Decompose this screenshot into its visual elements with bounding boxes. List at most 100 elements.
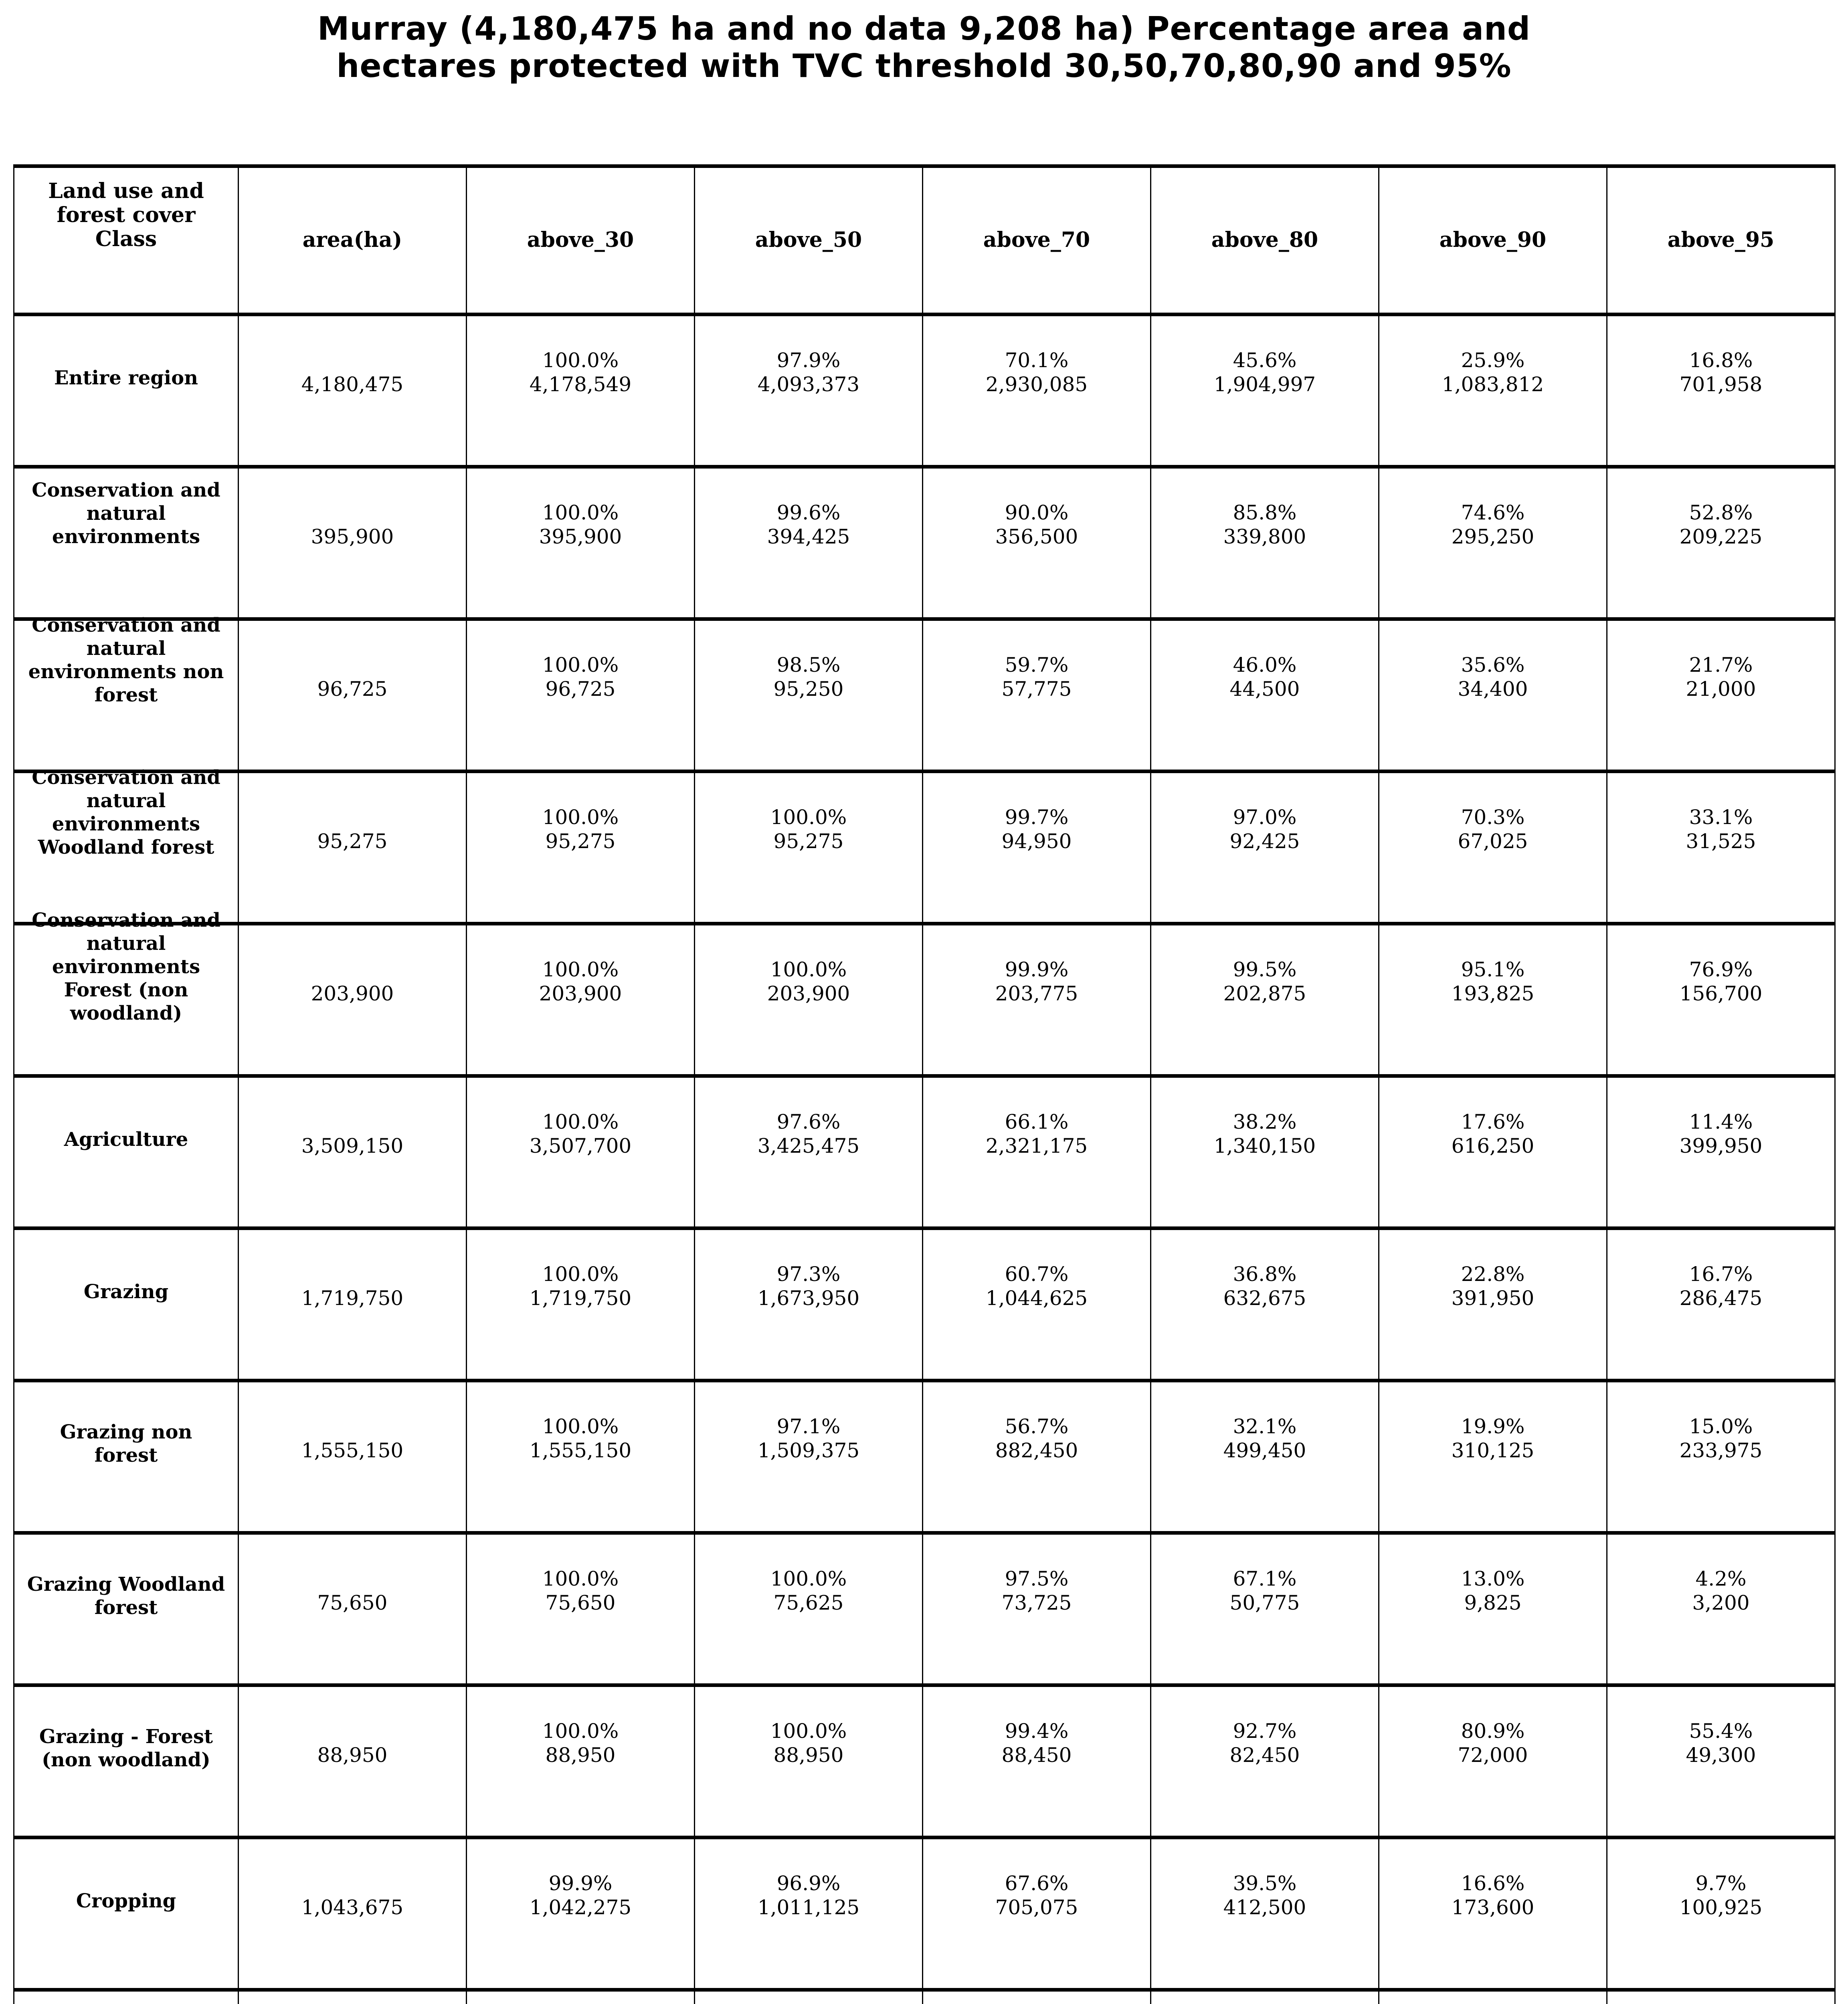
threshold-cell-t30: 100.0%745,275 xyxy=(466,1988,695,2004)
threshold-cell-t95: 16.8% 701,958 xyxy=(1606,313,1836,469)
percent-value: 33.1% xyxy=(1689,806,1753,829)
percent-value: 15.0% xyxy=(1689,1415,1753,1438)
area-cell: 203,900 xyxy=(238,922,467,1078)
percent-value: 100.0% xyxy=(542,806,619,829)
percent-value: 11.4% xyxy=(1689,1110,1753,1133)
hectares-value: 1,340,150 xyxy=(1213,1134,1316,1158)
hectares-value: 2,321,175 xyxy=(985,1134,1088,1158)
threshold-cell-t95: 33.1% 31,525 xyxy=(1606,770,1836,925)
threshold-cell-t70: 76.6%571,175 xyxy=(922,1988,1151,2004)
hectares-value: 31,525 xyxy=(1686,830,1756,853)
class-label: Grazing non forest xyxy=(60,1421,192,1467)
class-label-cell: Grazing Woodland forest xyxy=(13,1531,239,1687)
hectares-value: 88,450 xyxy=(1001,1743,1072,1767)
class-label: Grazing Woodland forest xyxy=(27,1573,225,1619)
percent-value: 99.6% xyxy=(776,501,841,524)
class-label: Grazing xyxy=(83,1281,169,1303)
percent-value: 67.1% xyxy=(1233,1567,1297,1590)
percent-value: 76.9% xyxy=(1689,958,1753,981)
threshold-cell-t80: 85.8% 339,800 xyxy=(1150,465,1379,621)
hectares-value: 632,675 xyxy=(1223,1287,1306,1310)
percent-value: 96.9% xyxy=(776,1872,841,1895)
threshold-cell-t30: 100.0% 395,900 xyxy=(466,465,695,621)
percent-value: 100.0% xyxy=(770,1567,847,1590)
hectares-value: 173,600 xyxy=(1451,1896,1535,1919)
hectares-value: 3,507,700 xyxy=(529,1134,632,1158)
hectares-value: 1,083,812 xyxy=(1442,373,1544,396)
percent-value: 52.8% xyxy=(1689,501,1753,524)
class-label-cell: Agriculture xyxy=(13,1074,239,1230)
threshold-cell-t80: 36.8% 632,675 xyxy=(1150,1226,1379,1382)
threshold-cell-t50: 97.3% 1,673,950 xyxy=(694,1226,923,1382)
threshold-cell-t70: 56.7% 882,450 xyxy=(922,1379,1151,1535)
threshold-cell-t70: 99.7% 94,950 xyxy=(922,770,1151,925)
hectares-value: 50,775 xyxy=(1229,1591,1300,1614)
percent-value: 45.6% xyxy=(1233,349,1297,372)
percent-value: 56.7% xyxy=(1005,1415,1069,1438)
table-row: Conservation and natural environments 395… xyxy=(13,465,1836,621)
threshold-cell-t80: 97.0% 92,425 xyxy=(1150,770,1379,925)
hectares-value: 193,825 xyxy=(1451,982,1535,1005)
class-label-cell: Conservation and natural environments Wo… xyxy=(13,766,239,925)
threshold-cell-t95: 76.9% 156,700 xyxy=(1606,922,1836,1078)
area-cell: 95,275 xyxy=(238,770,467,925)
percent-value: 97.3% xyxy=(776,1263,841,1286)
percent-value: 4.2% xyxy=(1695,1567,1747,1590)
threshold-cell-t95: 1.7%12,500 xyxy=(1606,1988,1836,2004)
hectares-value: 75,650 xyxy=(545,1591,616,1614)
threshold-cell-t30: 100.0% 95,275 xyxy=(466,770,695,925)
threshold-cell-t50: 97.1% 1,509,375 xyxy=(694,1379,923,1535)
threshold-cell-t90: 80.9% 72,000 xyxy=(1378,1683,1607,1839)
percent-value: 22.8% xyxy=(1461,1263,1525,1286)
threshold-cell-t50: 98.5% 95,250 xyxy=(694,617,923,773)
hectares-value: 67,025 xyxy=(1458,830,1528,853)
class-label: Conservation and natural environments Fo… xyxy=(32,909,220,1024)
percent-value: 99.5% xyxy=(1233,958,1297,981)
hectares-value: 72,000 xyxy=(1458,1743,1528,1767)
percent-value: 60.7% xyxy=(1005,1263,1069,1286)
percent-value: 55.4% xyxy=(1689,1719,1753,1743)
table-row: Irrigation745,325100.0%745,27599.3%740,0… xyxy=(13,1988,1836,2004)
area-value: 395,900 xyxy=(311,525,394,548)
area-cell: 96,725 xyxy=(238,617,467,773)
table-row: Agriculture 3,509,150 100.0% 3,507,700 97.6%… xyxy=(13,1074,1836,1230)
area-cell: 1,555,150 xyxy=(238,1379,467,1535)
threshold-cell-t90: 25.9% 1,083,812 xyxy=(1378,313,1607,469)
threshold-cell-t95: 9.7% 100,925 xyxy=(1606,1836,1836,1992)
hectares-value: 203,900 xyxy=(539,982,622,1005)
class-label: Grazing - Forest (non woodland) xyxy=(39,1725,213,1771)
area-cell: 1,719,750 xyxy=(238,1226,467,1382)
hectares-value: 3,425,475 xyxy=(757,1134,860,1158)
hectares-value: 4,093,373 xyxy=(757,373,860,396)
threshold-cell-t50: 97.9% 4,093,373 xyxy=(694,313,923,469)
hectares-value: 499,450 xyxy=(1223,1439,1306,1462)
threshold-cell-t50: 100.0% 203,900 xyxy=(694,922,923,1078)
threshold-cell-t70: 67.6% 705,075 xyxy=(922,1836,1151,1992)
percent-value: 90.0% xyxy=(1005,501,1069,524)
threshold-cell-t90: 19.9% 310,125 xyxy=(1378,1379,1607,1535)
percent-value: 100.0% xyxy=(542,653,619,677)
hectares-value: 701,958 xyxy=(1679,373,1763,396)
percent-value: 92.7% xyxy=(1233,1719,1297,1743)
threshold-cell-t80: 99.5% 202,875 xyxy=(1150,922,1379,1078)
percent-value: 59.7% xyxy=(1005,653,1069,677)
hectares-value: 82,450 xyxy=(1229,1743,1300,1767)
hectares-value: 96,725 xyxy=(545,677,616,701)
hectares-value: 1,044,625 xyxy=(985,1287,1088,1310)
hectares-value: 49,300 xyxy=(1686,1743,1756,1767)
hectares-value: 882,450 xyxy=(995,1439,1078,1462)
threshold-cell-t95: 16.7% 286,475 xyxy=(1606,1226,1836,1382)
percent-value: 67.6% xyxy=(1005,1872,1069,1895)
threshold-cell-t95: 15.0% 233,975 xyxy=(1606,1379,1836,1535)
percent-value: 98.5% xyxy=(776,653,841,677)
threshold-cell-t70: 60.7% 1,044,625 xyxy=(922,1226,1151,1382)
percent-value: 100.0% xyxy=(542,958,619,981)
hectares-value: 1,042,275 xyxy=(529,1896,632,1919)
hectares-value: 339,800 xyxy=(1223,525,1306,548)
percent-value: 70.3% xyxy=(1461,806,1525,829)
threshold-cell-t90: 70.3% 67,025 xyxy=(1378,770,1607,925)
column-header-label: above_50 xyxy=(755,228,862,252)
hectares-value: 412,500 xyxy=(1223,1896,1306,1919)
threshold-cell-t50: 100.0% 95,275 xyxy=(694,770,923,925)
area-value: 95,275 xyxy=(317,830,388,853)
